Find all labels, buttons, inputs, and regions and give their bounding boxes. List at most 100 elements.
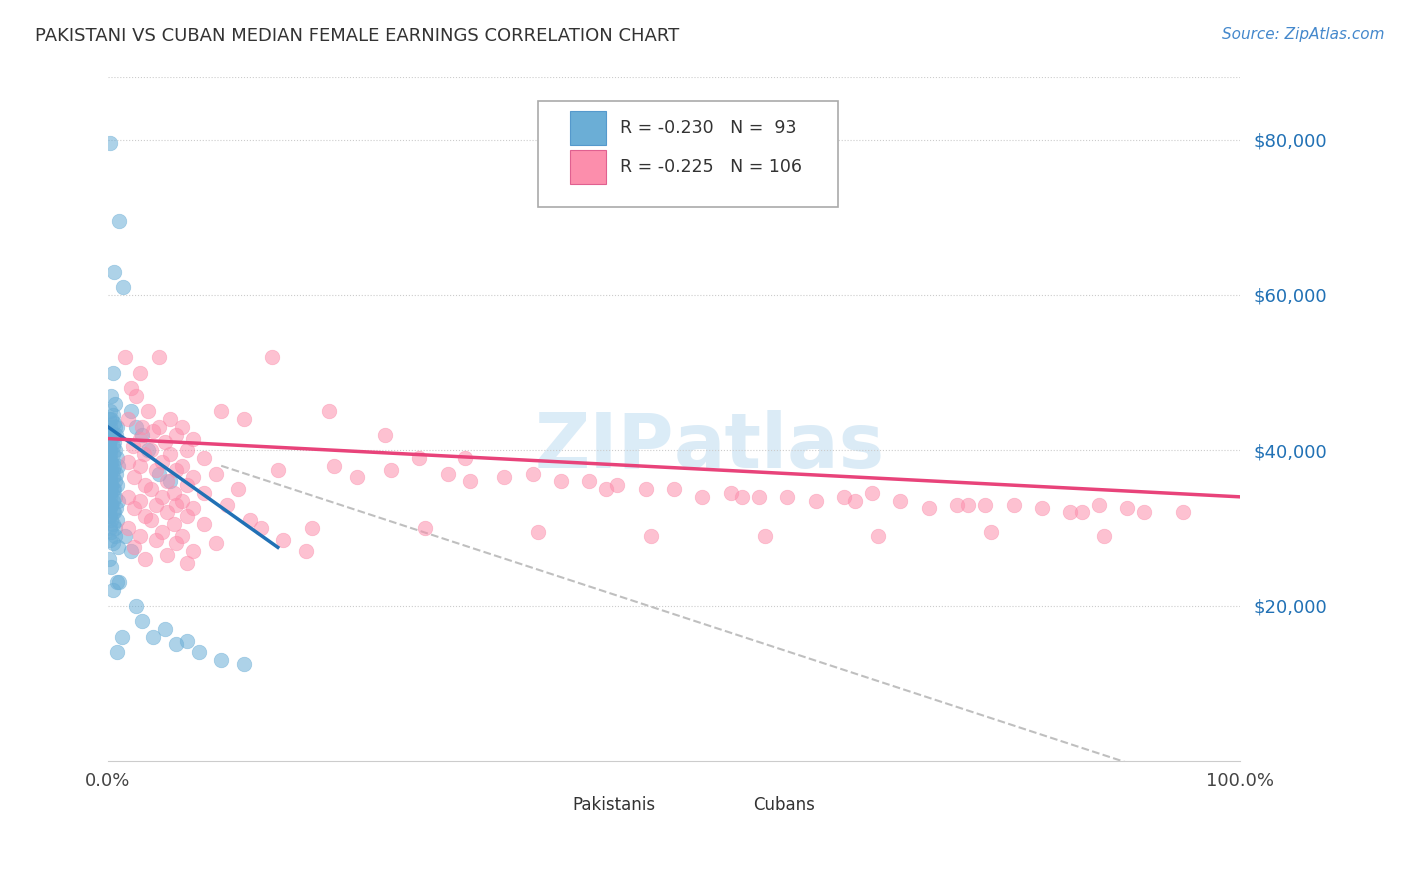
Point xyxy=(1002,498,1025,512)
Point xyxy=(98,470,121,484)
Point xyxy=(98,443,121,458)
Point xyxy=(98,432,121,446)
Point xyxy=(101,470,124,484)
Point xyxy=(100,455,122,469)
Point xyxy=(98,467,121,481)
Point xyxy=(346,470,368,484)
FancyBboxPatch shape xyxy=(569,111,606,145)
Point xyxy=(408,450,430,465)
Point xyxy=(120,544,142,558)
Point xyxy=(1173,505,1195,519)
Point xyxy=(193,516,215,531)
Point xyxy=(104,475,127,489)
Point xyxy=(170,493,193,508)
Point xyxy=(101,505,124,519)
Point xyxy=(101,409,124,423)
Point xyxy=(134,552,156,566)
Point xyxy=(165,463,187,477)
Point xyxy=(105,478,128,492)
Text: atlas: atlas xyxy=(673,409,886,483)
Point xyxy=(104,490,127,504)
Point xyxy=(142,630,165,644)
Point xyxy=(145,533,167,547)
Point xyxy=(176,633,198,648)
Point xyxy=(110,630,132,644)
Point xyxy=(100,559,122,574)
Point xyxy=(380,463,402,477)
Point xyxy=(120,404,142,418)
Point xyxy=(100,513,122,527)
Point xyxy=(238,513,260,527)
Point xyxy=(105,420,128,434)
Point xyxy=(98,412,121,426)
Point xyxy=(250,521,273,535)
Point xyxy=(114,529,136,543)
Point xyxy=(731,490,754,504)
Text: ZIP: ZIP xyxy=(534,409,673,483)
Point xyxy=(122,470,145,484)
Point xyxy=(104,397,127,411)
Point xyxy=(105,513,128,527)
Point xyxy=(103,435,125,450)
Point xyxy=(273,533,295,547)
Point xyxy=(104,521,127,535)
Point xyxy=(754,529,776,543)
Point xyxy=(176,509,198,524)
Point xyxy=(98,404,121,418)
Point xyxy=(101,439,124,453)
Text: Cubans: Cubans xyxy=(754,797,815,814)
FancyBboxPatch shape xyxy=(538,102,838,207)
Point xyxy=(98,486,121,500)
Point xyxy=(148,350,170,364)
Point xyxy=(156,548,179,562)
Point xyxy=(832,490,855,504)
Point xyxy=(117,412,139,426)
Point xyxy=(100,412,122,426)
Point xyxy=(98,136,121,151)
Point xyxy=(128,458,150,473)
Point xyxy=(232,657,254,671)
Point xyxy=(209,404,232,418)
Point xyxy=(98,435,121,450)
Point xyxy=(181,544,204,558)
Point xyxy=(98,552,121,566)
Point xyxy=(100,482,122,496)
Point xyxy=(170,420,193,434)
Point xyxy=(163,516,186,531)
Point xyxy=(107,541,129,555)
Point xyxy=(101,536,124,550)
Point xyxy=(139,482,162,496)
Point xyxy=(104,443,127,458)
Point xyxy=(98,424,121,438)
Point xyxy=(163,486,186,500)
Point xyxy=(101,427,124,442)
Point xyxy=(134,447,156,461)
Point xyxy=(1092,529,1115,543)
Point xyxy=(494,470,516,484)
Point xyxy=(974,498,997,512)
Point xyxy=(108,575,131,590)
Point xyxy=(1031,501,1053,516)
Point xyxy=(866,529,889,543)
Point xyxy=(176,443,198,458)
Text: Pakistanis: Pakistanis xyxy=(572,797,655,814)
Point xyxy=(98,447,121,461)
Point xyxy=(181,501,204,516)
Point xyxy=(117,490,139,504)
Point xyxy=(748,490,770,504)
Point xyxy=(165,427,187,442)
Point xyxy=(122,541,145,555)
Point xyxy=(318,404,340,418)
Point xyxy=(692,490,714,504)
Point xyxy=(120,381,142,395)
Point xyxy=(165,498,187,512)
Point xyxy=(101,463,124,477)
Point xyxy=(606,478,628,492)
Point xyxy=(159,412,181,426)
Point xyxy=(117,521,139,535)
Point xyxy=(156,475,179,489)
Point xyxy=(131,420,153,434)
Point xyxy=(131,614,153,628)
Point xyxy=(101,493,124,508)
Point xyxy=(134,509,156,524)
